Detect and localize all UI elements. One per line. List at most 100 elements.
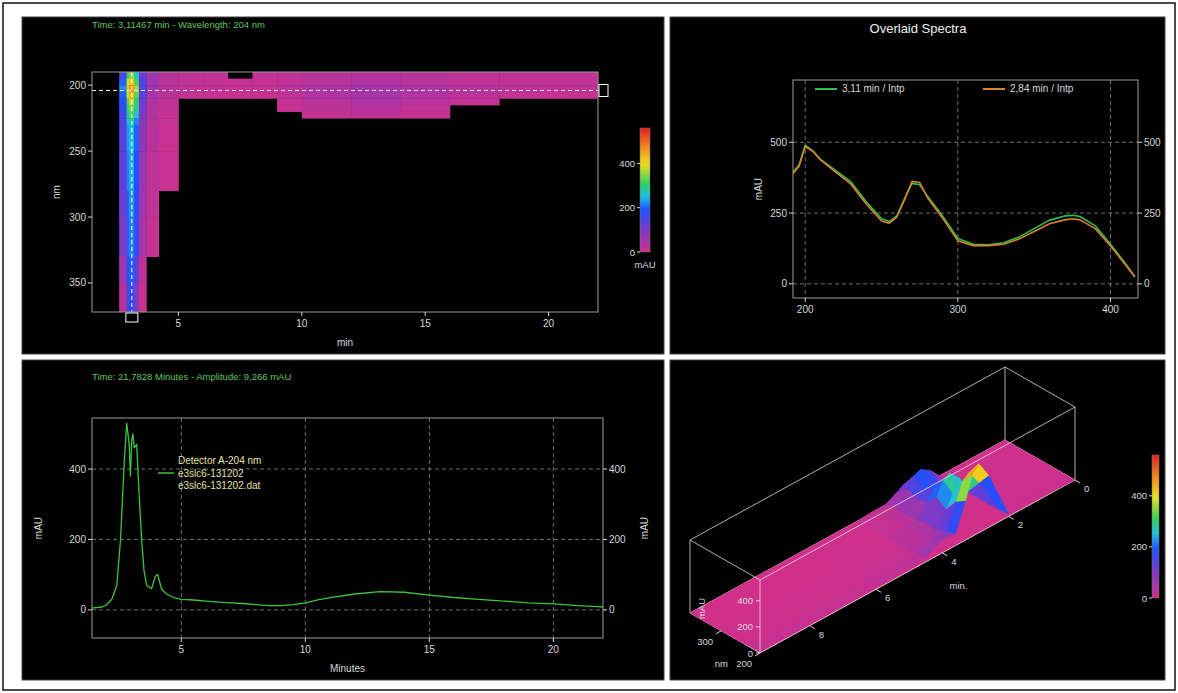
x-tick-label: 400 bbox=[1102, 304, 1119, 315]
cell bbox=[139, 112, 147, 119]
x-tick-label: 6 bbox=[885, 592, 890, 603]
tick bbox=[789, 142, 793, 143]
surface-cell bbox=[916, 538, 942, 558]
x-tick-label: 200 bbox=[797, 304, 814, 315]
floor bbox=[690, 440, 1075, 653]
cell bbox=[228, 85, 253, 92]
cell bbox=[134, 257, 139, 284]
colorbar-tick bbox=[1149, 546, 1152, 547]
grid-line bbox=[429, 418, 430, 638]
cell bbox=[549, 92, 598, 99]
cell bbox=[499, 72, 549, 79]
axis-title: min. bbox=[950, 580, 968, 591]
y-tick-label: 350 bbox=[69, 277, 86, 288]
cell bbox=[127, 257, 130, 284]
cell bbox=[159, 125, 179, 152]
grid-line bbox=[1110, 80, 1111, 298]
legend-note: e3slc6-131202.dat bbox=[178, 480, 261, 491]
colorbar bbox=[640, 128, 650, 252]
cell bbox=[127, 98, 130, 105]
y-tick-label: 500 bbox=[1144, 137, 1161, 148]
tick bbox=[957, 298, 958, 302]
cell bbox=[178, 85, 203, 92]
cell bbox=[134, 191, 139, 218]
cell bbox=[252, 92, 277, 99]
tick bbox=[178, 312, 179, 316]
cell bbox=[178, 92, 203, 99]
legend-label: 2,84 min / Intp bbox=[1010, 83, 1074, 94]
cell bbox=[146, 112, 159, 119]
cell bbox=[134, 105, 139, 112]
tick bbox=[88, 609, 92, 610]
x-tick-label: 10 bbox=[300, 644, 312, 655]
tick bbox=[756, 653, 760, 654]
cell bbox=[401, 98, 451, 105]
cell bbox=[127, 151, 130, 191]
cell bbox=[159, 79, 179, 86]
cell bbox=[203, 72, 228, 79]
cell bbox=[146, 217, 159, 257]
tick bbox=[88, 539, 92, 540]
cell bbox=[499, 85, 549, 92]
surface-cell bbox=[979, 475, 1009, 514]
colorbar bbox=[1152, 455, 1159, 598]
grid-line bbox=[957, 80, 958, 298]
panel bbox=[22, 360, 664, 680]
cell bbox=[159, 85, 179, 92]
cell bbox=[134, 92, 139, 99]
y-tick-label: 200 bbox=[736, 658, 752, 669]
tick bbox=[301, 312, 302, 316]
y-tick-label: 250 bbox=[1144, 208, 1161, 219]
cell bbox=[302, 92, 352, 99]
colorbar-tick-label: 400 bbox=[1131, 490, 1147, 501]
cell bbox=[146, 92, 159, 99]
colorbar-tick-label: 200 bbox=[619, 202, 635, 213]
cell bbox=[401, 85, 451, 92]
cell bbox=[139, 98, 147, 105]
cell bbox=[499, 79, 549, 86]
cell bbox=[119, 105, 127, 112]
legend-swatch bbox=[983, 88, 1005, 90]
tick bbox=[88, 151, 92, 152]
cell bbox=[277, 85, 302, 92]
surface-cell bbox=[946, 501, 966, 534]
cell bbox=[139, 85, 147, 92]
grid-line bbox=[92, 539, 603, 540]
grid-line bbox=[553, 418, 554, 638]
cell bbox=[127, 112, 130, 119]
surface-cell bbox=[956, 475, 972, 502]
cell bbox=[351, 98, 401, 105]
x-tick-label: 10 bbox=[296, 318, 308, 329]
page-frame bbox=[3, 3, 1175, 690]
colorbar-tick bbox=[637, 252, 640, 253]
x-tick-label: 300 bbox=[950, 304, 967, 315]
box-edge bbox=[1075, 407, 1076, 480]
cell bbox=[277, 105, 302, 112]
cell bbox=[127, 283, 130, 312]
cell bbox=[119, 72, 127, 79]
x-tick-label: 2 bbox=[1018, 519, 1023, 530]
spectrum-line bbox=[793, 147, 1135, 278]
tick bbox=[1075, 480, 1080, 483]
cell bbox=[139, 79, 147, 86]
cell bbox=[450, 85, 500, 92]
legend-label: 3,11 min / Intp bbox=[842, 83, 905, 94]
cell bbox=[302, 72, 352, 79]
tick bbox=[789, 213, 793, 214]
tick bbox=[553, 638, 554, 642]
colorbar-tick-label: 200 bbox=[1131, 541, 1147, 552]
cell bbox=[252, 79, 277, 86]
tick bbox=[755, 653, 760, 656]
y-tick-label: 0 bbox=[781, 278, 787, 289]
cell bbox=[139, 92, 147, 99]
cell bbox=[119, 98, 127, 105]
axis-title: nm bbox=[715, 658, 728, 669]
x-tick-label: 15 bbox=[424, 644, 436, 655]
colorbar-title: mAU bbox=[634, 259, 655, 270]
plot-frame bbox=[92, 72, 598, 312]
y-tick-label: 0 bbox=[609, 604, 615, 615]
surface-cell bbox=[750, 582, 876, 651]
cell bbox=[159, 118, 179, 125]
tick bbox=[810, 626, 815, 629]
cell bbox=[119, 85, 127, 92]
